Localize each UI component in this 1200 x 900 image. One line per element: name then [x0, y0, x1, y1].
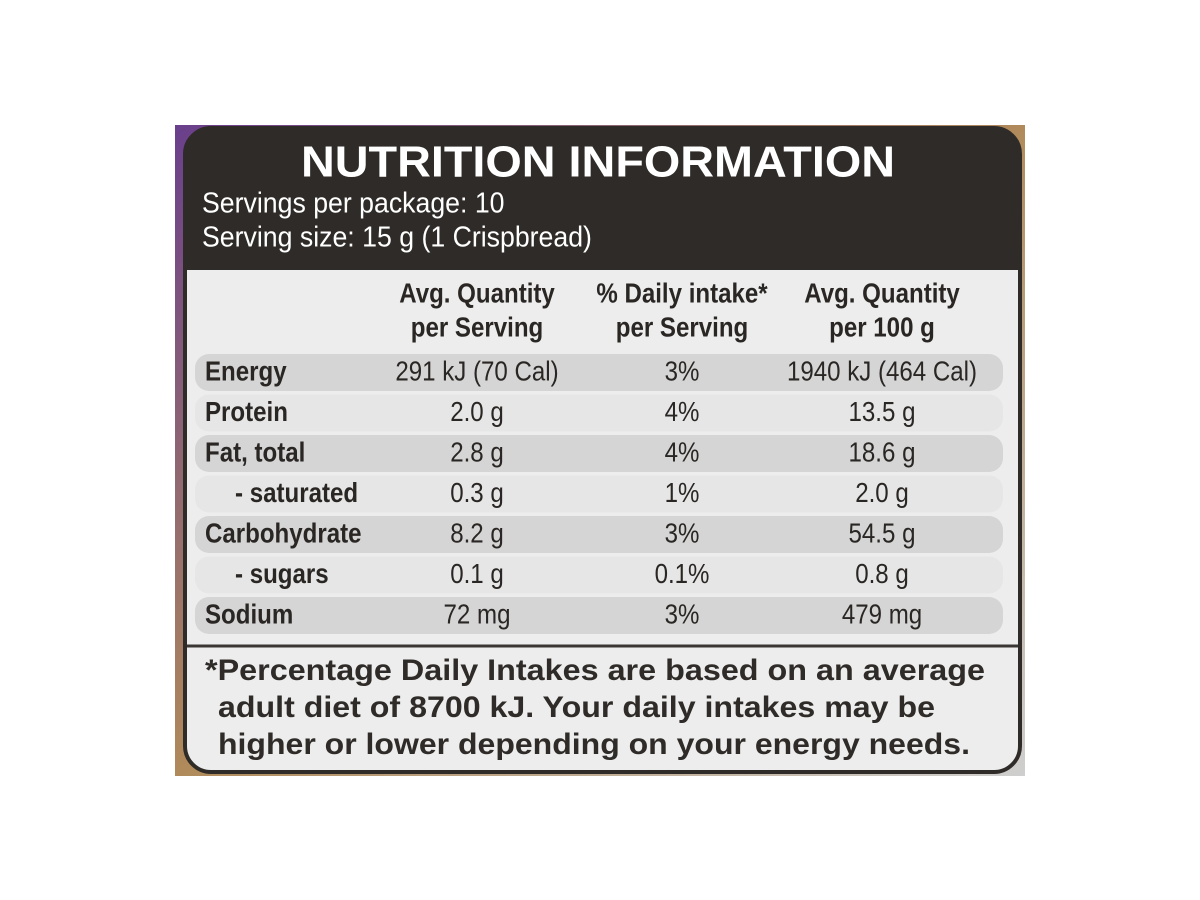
footnote-line: adult diet of 8700 kJ. Your daily intake…: [218, 691, 935, 724]
header-band: [185, 128, 1020, 270]
cell: 72 mg: [444, 598, 511, 630]
row-stripe: [195, 597, 1003, 634]
cell: 2.8 g: [450, 436, 504, 468]
row-label: Protein: [205, 395, 288, 427]
column-header: per 100 g: [829, 311, 935, 343]
title: NUTRITION INFORMATION: [301, 138, 895, 187]
cell: 13.5 g: [849, 395, 916, 427]
panel-border: [183, 126, 1022, 774]
row-stripe: [195, 354, 1003, 391]
cell: 0.1%: [655, 557, 710, 589]
footnote-line: *Percentage Daily Intakes are based on a…: [205, 654, 985, 687]
cell: 3%: [665, 598, 700, 630]
servings: Servings per package: 10: [202, 187, 505, 219]
cell: 2.0 g: [855, 476, 909, 508]
cell: 8.2 g: [450, 517, 504, 549]
cell: 479 mg: [842, 598, 922, 630]
row-stripe: [195, 435, 1003, 472]
column-header: Avg. Quantity: [399, 277, 555, 309]
cell: 3%: [665, 355, 700, 387]
column-header: per Serving: [411, 311, 543, 343]
row-stripe: [195, 475, 1003, 513]
column-header: Avg. Quantity: [804, 277, 960, 309]
cell: 3%: [665, 517, 700, 549]
cell: 0.3 g: [450, 476, 504, 508]
cell: 54.5 g: [849, 517, 916, 549]
cell: 1940 kJ (464 Cal): [787, 355, 977, 387]
cell: 18.6 g: [849, 436, 916, 468]
row-label: - sugars: [235, 557, 329, 589]
row-stripe: [195, 556, 1003, 594]
cell: 0.8 g: [855, 557, 909, 589]
cell: 0.1 g: [450, 557, 504, 589]
cell: 1%: [665, 476, 700, 508]
column-header: per Serving: [616, 311, 748, 343]
row-label: Energy: [205, 355, 287, 387]
cell: 4%: [665, 395, 700, 427]
row-label: Sodium: [205, 598, 293, 630]
row-label: Fat, total: [205, 436, 305, 468]
row-stripe: [195, 516, 1003, 553]
cell: 2.0 g: [450, 395, 504, 427]
cell: 291 kJ (70 Cal): [395, 355, 558, 387]
column-header: % Daily intake*: [596, 277, 768, 309]
row-label: Carbohydrate: [205, 517, 362, 549]
footnote-line: higher or lower depending on your energy…: [218, 728, 970, 761]
row-stripe: [195, 394, 1003, 432]
row-label: - saturated: [235, 476, 358, 508]
serving-size: Serving size: 15 g (1 Crispbread): [202, 221, 592, 253]
cell: 4%: [665, 436, 700, 468]
